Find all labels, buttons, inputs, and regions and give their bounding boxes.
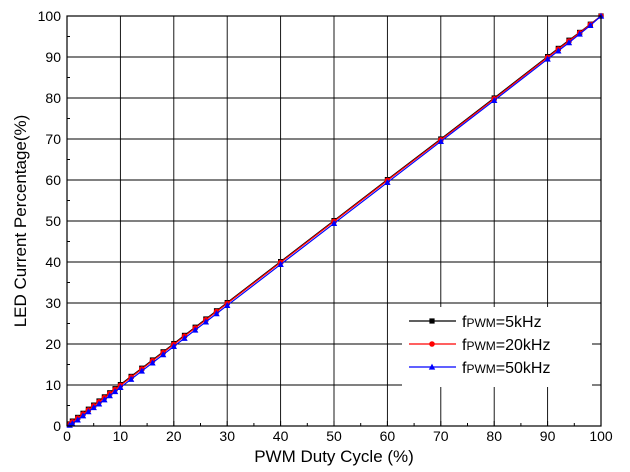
series-2	[66, 12, 605, 428]
y-tick-label: 10	[45, 377, 61, 393]
legend-item: fPWM=20kHz	[409, 337, 550, 354]
y-tick-label: 60	[45, 172, 61, 188]
y-tick-label: 20	[45, 336, 61, 352]
data-point	[576, 30, 583, 37]
legend-item: fPWM=5kHz	[409, 314, 542, 331]
x-tick-label: 90	[540, 428, 556, 444]
y-tick-label: 0	[53, 418, 61, 434]
data-point	[79, 412, 87, 419]
x-tick-label: 30	[219, 428, 235, 444]
data-point	[106, 392, 113, 399]
x-tick-label: 80	[486, 428, 502, 444]
legend-marker	[429, 341, 435, 347]
data-point	[181, 334, 188, 341]
data-point	[127, 375, 135, 382]
x-tick-label: 100	[589, 428, 613, 444]
y-tick-label: 70	[45, 131, 61, 147]
x-tick-label: 70	[433, 428, 449, 444]
data-point	[491, 97, 498, 104]
y-tick-label: 100	[38, 8, 62, 24]
data-point	[191, 326, 199, 333]
data-point	[138, 367, 145, 374]
x-tick-label: 10	[113, 428, 129, 444]
data-point	[170, 343, 177, 350]
data-point	[437, 138, 444, 145]
y-tick-label: 40	[45, 254, 61, 270]
x-tick-label: 60	[380, 428, 396, 444]
data-point	[159, 351, 167, 358]
data-point	[330, 220, 338, 227]
data-point	[69, 420, 76, 427]
data-point	[117, 384, 124, 391]
legend-label: fPWM=20kHz	[462, 337, 550, 354]
data-point	[74, 416, 81, 423]
data-point	[213, 310, 220, 317]
data-point	[149, 359, 156, 366]
data-point	[90, 404, 97, 411]
x-tick-label: 50	[326, 428, 342, 444]
y-tick-labels: 0 10 20 30 40 50 60 70 80 90 100	[38, 8, 62, 434]
y-tick-label: 50	[45, 213, 61, 229]
series-layer	[66, 12, 605, 428]
data-point	[111, 388, 119, 395]
data-point	[555, 47, 562, 54]
data-point	[587, 22, 594, 29]
legend-marker	[428, 363, 436, 370]
legend-label: fPWM=50kHz	[462, 360, 550, 377]
x-tick-label: 40	[273, 428, 289, 444]
data-point	[224, 302, 231, 309]
x-tick-label: 20	[166, 428, 182, 444]
data-point	[85, 408, 92, 415]
y-tick-label: 30	[45, 295, 61, 311]
data-point	[202, 318, 210, 325]
y-axis-title: LED Current Percentage(%)	[11, 115, 30, 328]
grid	[66, 15, 602, 427]
legend-item: fPWM=50kHz	[409, 360, 550, 377]
x-tick-labels: 0 10 20 30 40 50 60 70 80 90 100	[63, 428, 613, 444]
data-point	[95, 400, 103, 407]
plot-frame	[66, 15, 602, 427]
legend: fPWM=5kHz fPWM=20kHz fPWM=50kHz	[402, 307, 592, 387]
legend-marker	[429, 318, 435, 324]
legend-label: fPWM=5kHz	[462, 314, 542, 331]
data-point	[384, 179, 391, 186]
x-axis-title: PWM Duty Cycle (%)	[254, 447, 414, 466]
y-tick-label: 80	[45, 90, 61, 106]
data-point	[101, 396, 108, 403]
data-point	[544, 55, 551, 62]
data-point	[565, 39, 573, 46]
data-point	[277, 261, 284, 268]
x-tick-label: 0	[63, 428, 71, 444]
y-tick-label: 90	[45, 49, 61, 65]
